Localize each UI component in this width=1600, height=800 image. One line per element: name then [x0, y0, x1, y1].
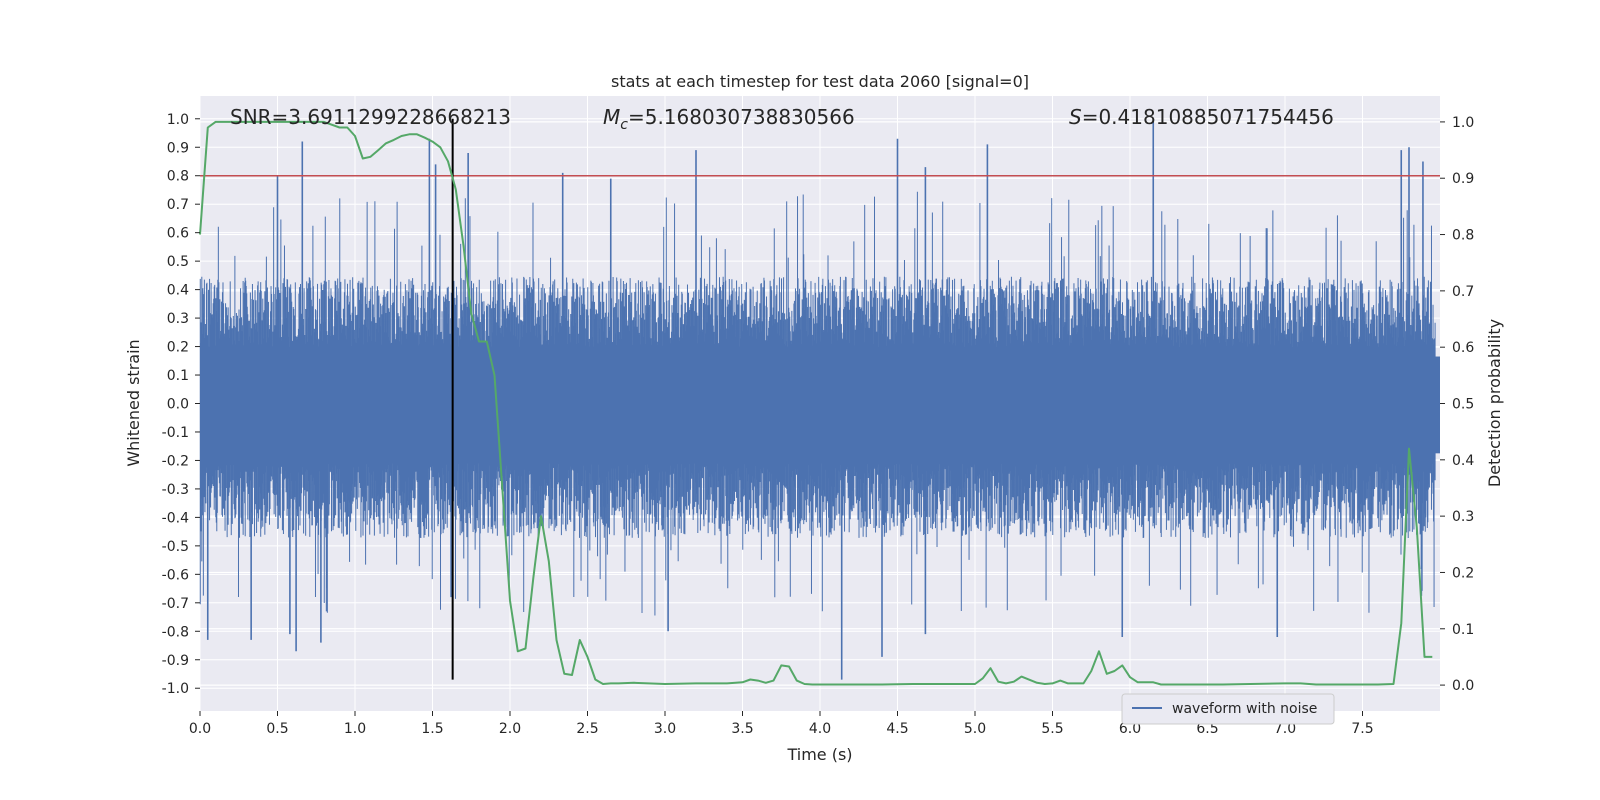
x-axis: 0.0 0.5 1.0 1.5 2.0 2.5 3.0 3.5 4.0 4.5 5.0 5.5 6.0 6…	[189, 711, 1374, 737]
y-right-tick-label: 0.2	[1452, 565, 1474, 581]
legend: waveform with noise	[1121, 693, 1335, 725]
mc-annotation: Mc=5.168030738830566	[603, 105, 855, 133]
y-left-tick-label: 0.7	[167, 197, 189, 213]
y-left-tick-label: -1.0	[162, 681, 189, 697]
x-tick-label: 5.5	[1041, 721, 1063, 737]
probability-line	[199, 120, 1433, 686]
x-tick-label: 6.5	[1196, 721, 1218, 737]
x-tick-label: 6.0	[1119, 721, 1141, 737]
s-symbol: S	[1069, 105, 1082, 129]
x-tick-label: 5.0	[964, 721, 986, 737]
y-right-tick-label: 0.8	[1452, 228, 1474, 244]
y-left-tick-label: 0.2	[167, 340, 189, 356]
y-left-tick-label: 0.4	[167, 283, 189, 299]
x-tick-label: 3.0	[654, 721, 676, 737]
y-right-tick-label: 0.3	[1452, 509, 1474, 525]
y-left-tick-label: -0.5	[162, 539, 189, 555]
legend-box	[1121, 693, 1335, 725]
y-axis-right-label: Detection probability	[1485, 319, 1504, 487]
y-right-tick-label: 0.0	[1452, 678, 1474, 694]
y-left-tick-label: -0.9	[162, 653, 189, 669]
y-left-tick-label: 1.0	[167, 112, 189, 128]
y-right-tick-label: 0.4	[1452, 453, 1474, 469]
y-left-tick-label: 0.3	[167, 311, 189, 327]
y-left-tick-label: 0.8	[167, 169, 189, 185]
x-tick-label: 2.5	[576, 721, 598, 737]
x-tick-label: 7.0	[1274, 721, 1296, 737]
x-axis-label: Time (s)	[786, 745, 852, 764]
snr-annotation: SNR=3.6911299228668213	[230, 105, 511, 129]
x-tick-label: 1.0	[344, 721, 366, 737]
x-tick-label: 3.5	[731, 721, 753, 737]
x-tick-label: 4.5	[886, 721, 908, 737]
y-right-tick-label: 1.0	[1452, 115, 1474, 131]
y-left-tick-label: -0.6	[162, 567, 189, 583]
legend-label: waveform with noise	[1172, 701, 1317, 717]
waveform-noise-lines	[199, 191, 1436, 616]
s-annotation: S=0.41810885071754456	[1069, 105, 1334, 129]
y-right-tick-label: 0.1	[1452, 622, 1474, 638]
x-tick-label: 2.0	[499, 721, 521, 737]
y-right-tick-label: 0.7	[1452, 284, 1474, 300]
right-axis: 1.0 0.9 0.8 0.7 0.6 0.5 0.4 0.3 0.2 0.1 0.0	[1440, 115, 1474, 694]
x-tick-label: 1.5	[421, 721, 443, 737]
mc-symbol: M	[603, 105, 620, 129]
y-left-tick-label: -0.4	[162, 510, 189, 526]
y-right-tick-label: 0.5	[1452, 397, 1474, 413]
x-tick-label: 7.5	[1351, 721, 1373, 737]
x-tick-label: 4.0	[809, 721, 831, 737]
x-tick-label: 0.5	[266, 721, 288, 737]
s-value: =0.41810885071754456	[1082, 105, 1334, 129]
y-left-tick-label: 0.5	[167, 254, 189, 270]
y-left-tick-label: 0.0	[167, 397, 189, 413]
y-left-tick-label: 0.1	[167, 368, 189, 384]
x-tick-label: 0.0	[189, 721, 211, 737]
chart-title: stats at each timestep for test data 206…	[611, 72, 1029, 91]
y-left-tick-label: -0.7	[162, 596, 189, 612]
mc-value: =5.168030738830566	[628, 105, 855, 129]
y-left-tick-label: -0.8	[162, 624, 189, 640]
y-left-tick-label: -0.3	[162, 482, 189, 498]
mc-subscript: c	[620, 117, 628, 133]
y-left-tick-label: 0.9	[167, 140, 189, 156]
y-left-tick-label: -0.1	[162, 425, 189, 441]
y-right-tick-label: 0.6	[1452, 340, 1474, 356]
overlays	[199, 118, 1440, 686]
y-left-tick-label: -0.2	[162, 453, 189, 469]
y-axis-left-label: Whitened strain	[124, 339, 143, 466]
left-axis: 1.0 0.9 0.8 0.7 0.6 0.5 0.4 0.3 0.2 0.1 0.0 -0.1 -0.…	[162, 112, 200, 697]
y-right-tick-label: 0.9	[1452, 171, 1474, 187]
waveform-series	[199, 118, 1440, 680]
y-left-tick-label: 0.6	[167, 226, 189, 242]
